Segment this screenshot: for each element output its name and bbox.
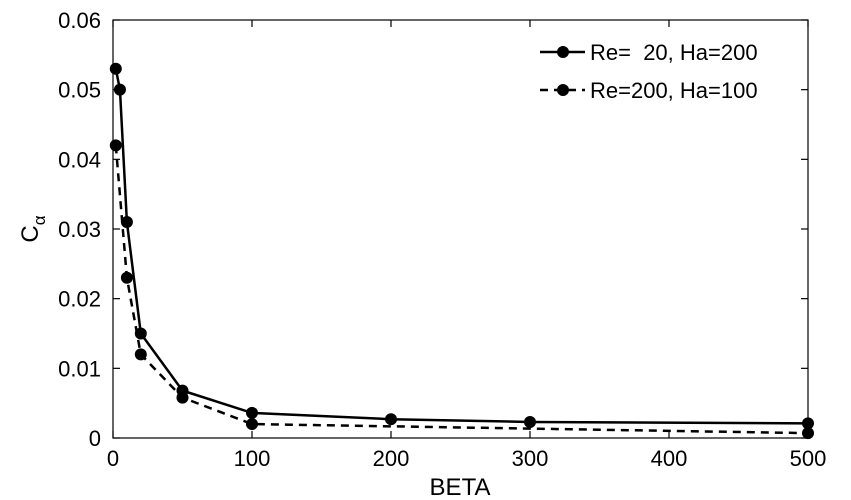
data-point bbox=[802, 417, 814, 430]
x-axis-title: BETA bbox=[430, 474, 491, 500]
y-axis-title-subscript: α bbox=[30, 215, 49, 225]
series-line-2 bbox=[114, 145, 809, 435]
legend-entry-1: Re= 20, Ha=200 bbox=[540, 40, 758, 65]
y-axis: 0 0.01 0.02 0.03 0.04 0.05 0.06 bbox=[58, 8, 808, 451]
x-tick-label: 0 bbox=[107, 446, 119, 471]
x-tick-label: 200 bbox=[373, 446, 410, 471]
data-point bbox=[113, 83, 126, 96]
data-point bbox=[109, 139, 122, 152]
data-point bbox=[134, 327, 147, 340]
x-axis: 0 100 200 300 400 500 bbox=[107, 20, 826, 471]
plot-area bbox=[112, 19, 809, 439]
legend-label-2: Re=200, Ha=100 bbox=[590, 78, 758, 103]
y-tick-label: 0.06 bbox=[58, 8, 101, 33]
data-point bbox=[109, 62, 122, 75]
y-tick-label: 0.01 bbox=[58, 356, 101, 381]
y-tick-label: 0.05 bbox=[58, 78, 101, 103]
y-tick-label: 0.02 bbox=[58, 287, 101, 312]
x-tick-label: 400 bbox=[651, 446, 688, 471]
y-tick-label: 0 bbox=[89, 426, 101, 451]
data-point bbox=[524, 415, 536, 428]
data-point bbox=[120, 216, 133, 229]
legend-entry-2: Re=200, Ha=100 bbox=[540, 78, 758, 103]
data-point bbox=[385, 413, 397, 426]
legend-marker-2 bbox=[557, 84, 569, 96]
series-1 bbox=[109, 62, 814, 430]
data-point bbox=[246, 406, 258, 419]
legend-label-1: Re= 20, Ha=200 bbox=[590, 40, 758, 65]
data-point bbox=[176, 391, 189, 404]
svg-text:Cα: Cα bbox=[17, 215, 49, 242]
x-tick-label: 300 bbox=[512, 446, 549, 471]
series-layer bbox=[109, 62, 814, 440]
data-point bbox=[120, 271, 133, 284]
y-tick-label: 0.04 bbox=[58, 147, 101, 172]
x-tick-label: 100 bbox=[234, 446, 271, 471]
data-point bbox=[802, 427, 814, 440]
x-tick-label: 500 bbox=[790, 446, 827, 471]
data-point bbox=[134, 348, 147, 361]
data-point bbox=[246, 418, 258, 431]
legend: Re= 20, Ha=200 Re=200, Ha=100 bbox=[540, 40, 758, 103]
y-tick-label: 0.03 bbox=[58, 217, 101, 242]
y-axis-title: Cα bbox=[17, 215, 49, 242]
y-axis-title-main: C bbox=[17, 225, 44, 242]
series-2 bbox=[109, 139, 814, 440]
legend-marker-1 bbox=[557, 46, 569, 58]
